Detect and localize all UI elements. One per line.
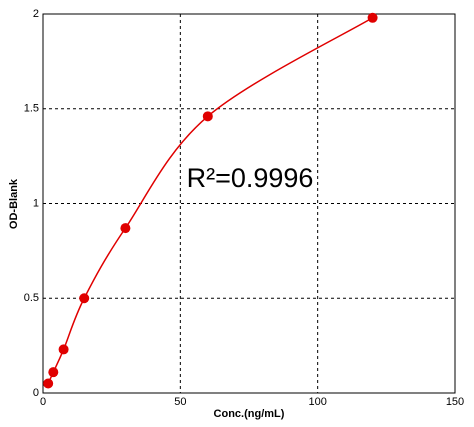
y-tick-label: 0.5 (24, 292, 39, 304)
annotation: R²=0.9996 (187, 163, 314, 193)
data-point (120, 223, 131, 234)
data-point (58, 344, 69, 355)
y-tick-label: 2 (33, 8, 39, 20)
data-point (43, 378, 54, 389)
x-axis-label: Conc.(ng/mL) (214, 408, 285, 420)
data-point (367, 12, 378, 23)
x-tick-label: 150 (446, 396, 464, 408)
plot-frame (42, 13, 456, 394)
data-point (79, 293, 90, 304)
x-tick-label: 100 (308, 396, 326, 408)
y-tick-label: 1.5 (24, 103, 39, 115)
y-tick-label: 0 (33, 387, 39, 399)
y-axis-label: OD-Blank (8, 178, 20, 229)
x-tick-label: 50 (174, 396, 186, 408)
x-tick-label: 0 (40, 396, 46, 408)
data-point (202, 111, 213, 122)
fit-curve (47, 17, 373, 384)
data-point (48, 367, 59, 378)
y-tick-label: 1 (33, 197, 39, 209)
